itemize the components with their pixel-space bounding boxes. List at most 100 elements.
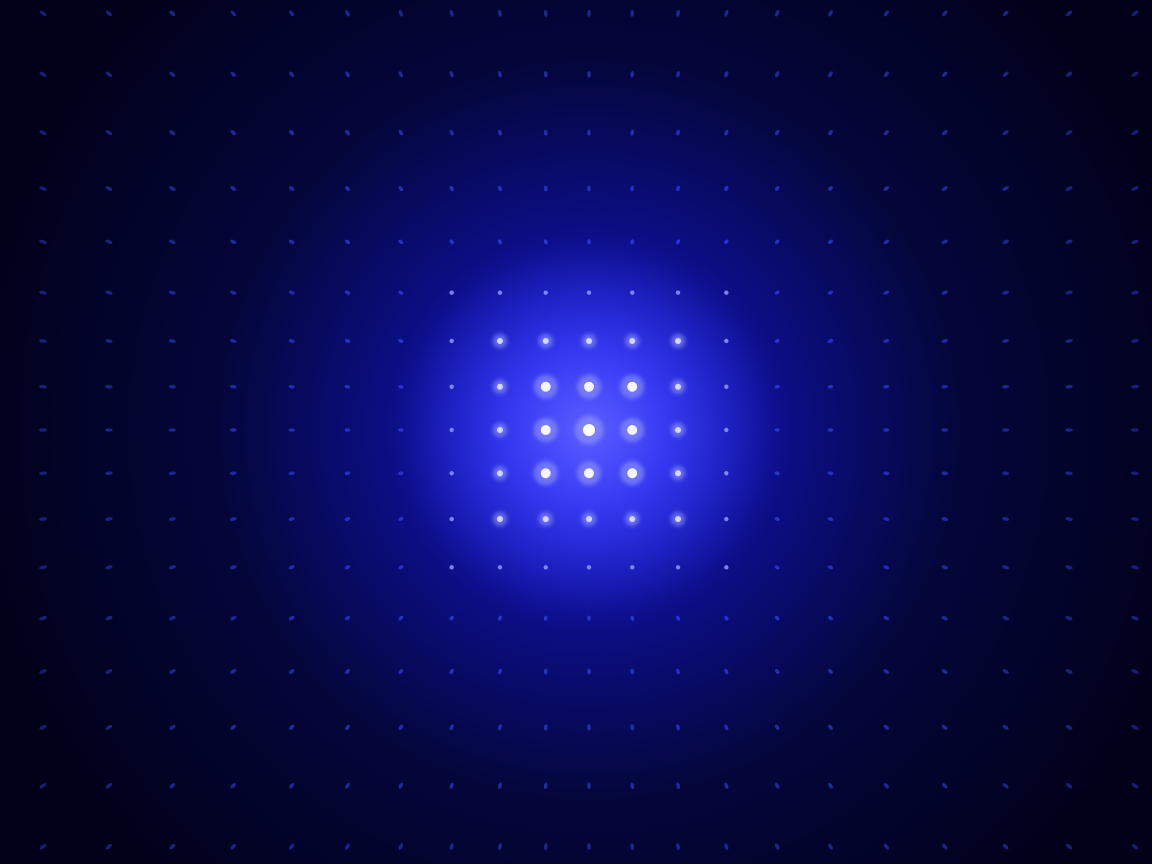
light-spot xyxy=(1002,565,1010,570)
light-spot xyxy=(630,70,635,78)
light-spot xyxy=(586,337,592,344)
light-spot xyxy=(230,339,237,343)
light-spot xyxy=(169,239,176,245)
light-spot xyxy=(543,9,548,17)
light-spot xyxy=(828,724,833,731)
light-spot xyxy=(828,129,833,136)
light-spot xyxy=(449,338,454,344)
light-spot xyxy=(398,565,404,570)
light-spot xyxy=(230,615,237,621)
light-spot xyxy=(587,615,591,621)
light-spot xyxy=(774,185,780,192)
spot-grid xyxy=(39,9,1139,851)
light-spot xyxy=(449,290,454,295)
light-spot xyxy=(1002,428,1010,432)
light-spot xyxy=(828,669,833,674)
light-spot xyxy=(883,565,890,570)
light-spot xyxy=(398,384,404,389)
light-spot xyxy=(39,339,47,343)
light-spot xyxy=(398,724,404,731)
light-spot xyxy=(498,782,502,789)
light-spot xyxy=(230,843,236,850)
light-spot xyxy=(105,843,113,850)
light-spot xyxy=(827,384,834,389)
light-spot xyxy=(941,339,948,343)
light-spot xyxy=(230,783,236,789)
light-spot xyxy=(1065,615,1073,621)
light-spot xyxy=(724,565,729,570)
light-spot xyxy=(229,384,237,389)
light-spot xyxy=(941,186,948,191)
light-spot xyxy=(1065,71,1073,77)
light-spot xyxy=(449,615,454,621)
light-spot xyxy=(449,129,454,136)
light-spot xyxy=(105,471,113,476)
light-spot xyxy=(883,239,890,245)
light-spot xyxy=(543,843,548,851)
light-spot xyxy=(883,843,889,850)
light-spot xyxy=(105,10,113,17)
light-spot xyxy=(724,185,729,192)
light-spot xyxy=(1002,669,1009,674)
light-spot xyxy=(449,185,454,192)
light-spot xyxy=(827,239,834,245)
light-spot xyxy=(1131,783,1139,789)
light-spot xyxy=(883,782,889,789)
light-spot xyxy=(39,517,47,521)
light-spot xyxy=(1002,339,1010,343)
light-spot xyxy=(288,565,295,570)
light-spot xyxy=(449,843,454,851)
light-spot xyxy=(1065,239,1073,245)
light-spot xyxy=(289,843,295,850)
light-spot xyxy=(289,724,295,730)
light-spot xyxy=(630,843,635,851)
light-spot xyxy=(449,565,454,570)
light-spot xyxy=(105,186,113,191)
light-spot xyxy=(449,384,454,389)
light-spot xyxy=(230,669,237,674)
light-spot xyxy=(724,129,729,136)
light-spot xyxy=(543,239,548,245)
light-spot xyxy=(289,71,295,78)
light-spot xyxy=(105,130,113,136)
light-spot xyxy=(587,129,591,136)
light-spot xyxy=(105,290,113,295)
light-spot xyxy=(774,724,780,731)
light-spot xyxy=(230,517,237,521)
light-spot xyxy=(288,517,295,521)
light-spot xyxy=(449,71,454,78)
light-spot xyxy=(169,783,176,789)
light-spot xyxy=(230,724,237,730)
light-spot xyxy=(105,71,113,77)
light-spot xyxy=(583,424,595,436)
light-spot xyxy=(449,782,454,789)
light-spot xyxy=(1002,783,1009,789)
light-spot xyxy=(543,290,548,295)
light-spot xyxy=(724,843,729,851)
light-spot xyxy=(584,468,594,479)
light-spot xyxy=(288,471,295,476)
light-spot xyxy=(675,565,681,570)
light-spot xyxy=(629,337,636,344)
light-spot xyxy=(449,9,454,17)
light-spot xyxy=(586,516,592,523)
light-spot xyxy=(39,669,47,674)
light-spot xyxy=(883,384,890,389)
light-spot xyxy=(497,668,502,675)
light-spot xyxy=(345,724,350,731)
light-spot xyxy=(105,517,113,521)
light-spot xyxy=(39,130,47,136)
light-spot xyxy=(941,517,948,521)
light-spot xyxy=(168,384,176,389)
light-spot xyxy=(676,724,680,731)
light-spot xyxy=(774,10,780,17)
light-spot xyxy=(543,185,548,192)
light-spot xyxy=(496,383,503,390)
light-spot xyxy=(540,381,551,392)
light-spot xyxy=(724,427,729,433)
light-spot xyxy=(630,668,635,675)
light-spot xyxy=(1002,843,1009,850)
light-spot xyxy=(498,129,502,136)
light-spot xyxy=(774,471,780,476)
light-spot xyxy=(774,517,780,522)
